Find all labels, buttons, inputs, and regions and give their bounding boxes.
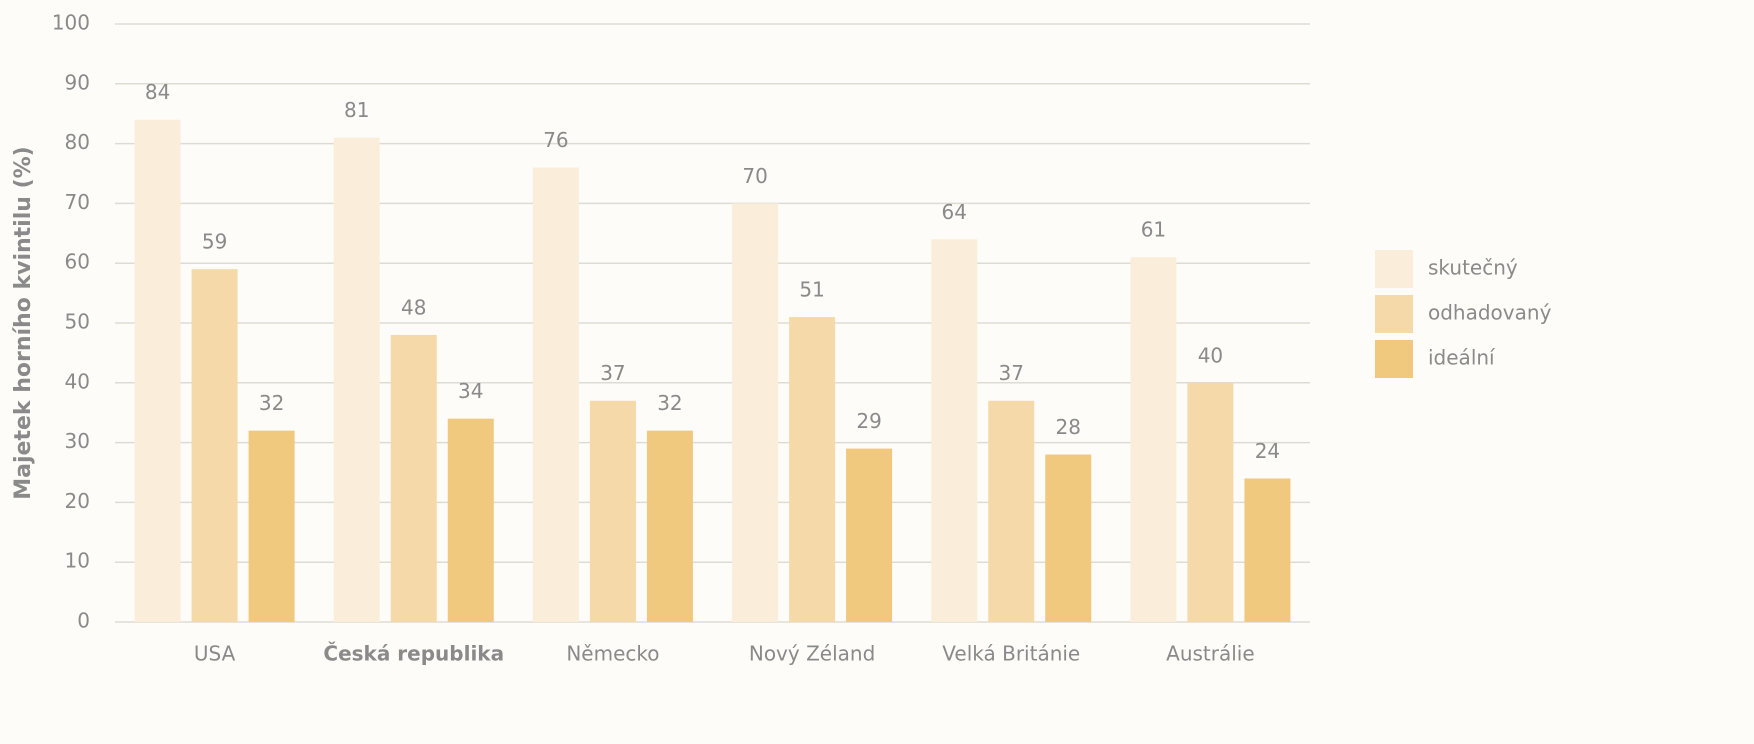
data-label: 28 (1056, 415, 1081, 439)
y-tick-label: 100 (52, 11, 90, 35)
y-tick-label: 80 (65, 130, 90, 154)
x-tick-label: Česká republika (323, 642, 504, 666)
bar (532, 167, 579, 622)
data-label: 51 (799, 278, 824, 302)
bar (646, 430, 693, 622)
x-tick-label: Nový Zéland (749, 642, 875, 666)
data-label: 76 (543, 128, 568, 152)
bar (732, 203, 779, 622)
y-tick-label: 30 (65, 429, 90, 453)
data-label: 70 (742, 164, 767, 188)
data-label: 32 (657, 391, 682, 415)
bar (134, 119, 181, 623)
data-label: 34 (458, 379, 483, 403)
y-tick-label: 70 (65, 190, 90, 214)
data-label: 64 (942, 200, 967, 224)
bar (447, 418, 494, 622)
legend-swatch (1375, 340, 1413, 378)
data-label: 84 (145, 80, 170, 104)
y-axis-title: Majetek horního kvintilu (%) (11, 146, 36, 499)
bar (390, 334, 437, 622)
data-label: 37 (999, 361, 1024, 385)
data-label: 37 (600, 361, 625, 385)
bar (1045, 454, 1092, 622)
bar (589, 400, 636, 622)
data-label: 59 (202, 230, 227, 254)
y-tick-label: 50 (65, 310, 90, 334)
bar (191, 269, 238, 622)
bar (789, 317, 836, 622)
data-label: 48 (401, 295, 426, 319)
x-tick-label: Velká Británie (942, 642, 1080, 666)
bar (846, 448, 893, 622)
legend-label: ideální (1428, 346, 1496, 370)
legend-label: skutečný (1428, 256, 1518, 280)
y-tick-label: 40 (65, 369, 90, 393)
y-tick-label: 0 (77, 609, 90, 633)
bar (248, 430, 295, 622)
legend-swatch (1375, 295, 1413, 333)
bar (1244, 478, 1291, 622)
bar (931, 239, 978, 622)
data-label: 61 (1141, 218, 1166, 242)
x-tick-label: Německo (566, 642, 659, 666)
x-tick-label: Austrálie (1166, 642, 1255, 666)
y-tick-label: 90 (65, 70, 90, 94)
bar (333, 137, 380, 622)
legend-label: odhadovaný (1428, 301, 1552, 325)
bar (988, 400, 1035, 622)
y-tick-label: 10 (65, 549, 90, 573)
data-label: 24 (1255, 439, 1280, 463)
bar (1187, 382, 1234, 622)
data-label: 81 (344, 98, 369, 122)
y-tick-label: 60 (65, 250, 90, 274)
x-tick-label: USA (194, 642, 236, 666)
data-label: 32 (259, 391, 284, 415)
data-label: 40 (1198, 343, 1223, 367)
bar (1130, 257, 1177, 622)
y-tick-label: 20 (65, 489, 90, 513)
legend-swatch (1375, 250, 1413, 288)
data-label: 29 (856, 409, 881, 433)
